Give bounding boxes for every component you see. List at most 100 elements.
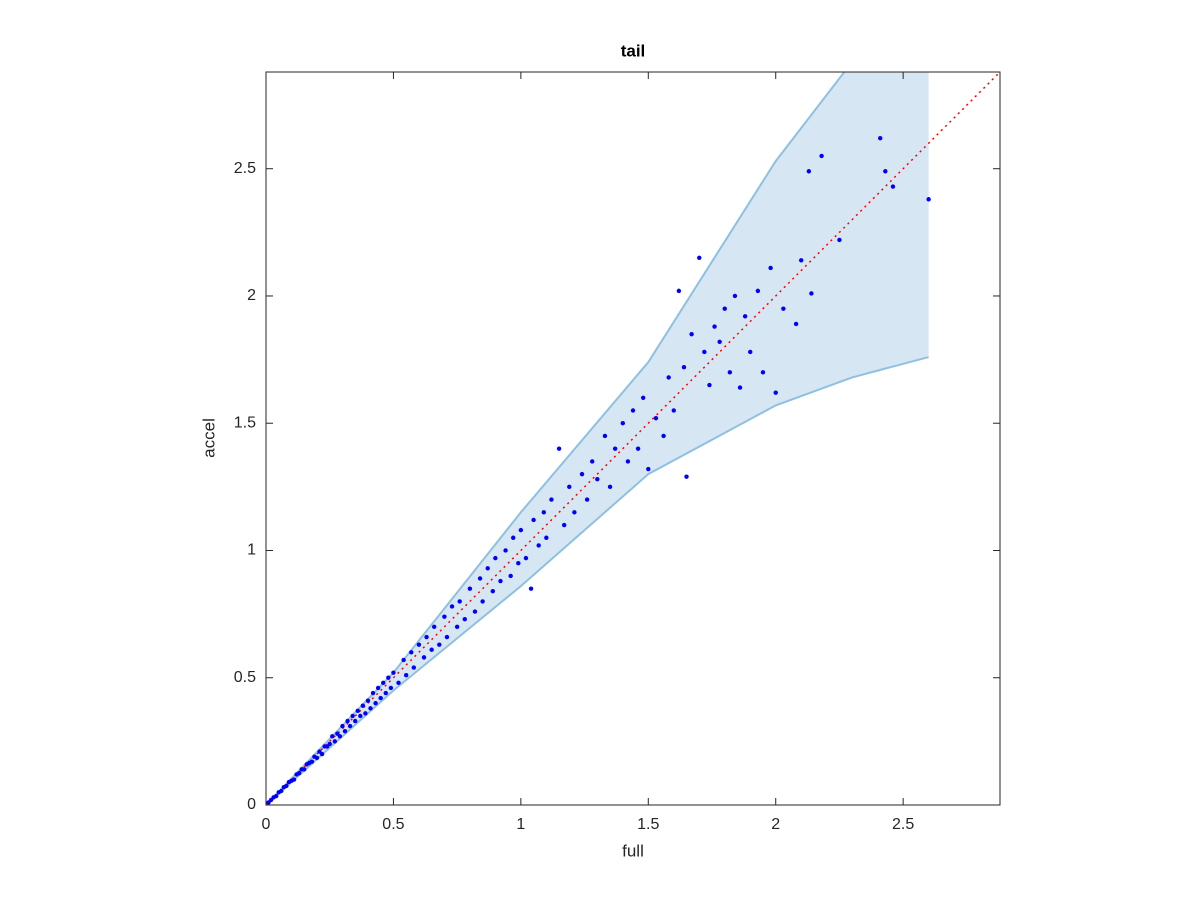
point [584, 497, 590, 502]
point [523, 555, 529, 561]
point [442, 614, 447, 619]
y-tick-label: 1.5 [234, 414, 256, 431]
point [684, 474, 689, 479]
point [653, 415, 659, 421]
point [926, 197, 931, 202]
point [388, 685, 394, 691]
reference-line [266, 72, 1000, 805]
point [793, 321, 799, 327]
point [411, 665, 417, 670]
point [363, 711, 368, 716]
point [579, 471, 585, 477]
point [273, 793, 279, 799]
point [490, 589, 496, 594]
point [646, 466, 651, 472]
point [544, 535, 549, 540]
point [572, 510, 577, 515]
point [391, 670, 396, 675]
point [396, 680, 401, 686]
point [773, 390, 778, 395]
point [531, 517, 536, 523]
band-lower [266, 356, 929, 805]
point [477, 576, 483, 581]
point [742, 314, 748, 319]
point [291, 777, 297, 782]
point [342, 728, 348, 734]
point [541, 510, 546, 515]
y-tick-label: 0.5 [234, 669, 256, 686]
y-tick-label: 2.5 [234, 160, 256, 177]
point [819, 153, 824, 159]
point [370, 690, 376, 696]
point [536, 543, 541, 548]
point [620, 421, 626, 426]
point [607, 484, 613, 490]
point [424, 634, 429, 640]
point [358, 713, 363, 719]
point [279, 788, 284, 794]
y-tick-label: 2 [247, 287, 256, 304]
point [516, 561, 521, 566]
point [375, 685, 381, 691]
point [748, 349, 753, 355]
point [712, 324, 717, 329]
point [732, 293, 738, 299]
point [332, 739, 338, 744]
point [806, 169, 812, 174]
point [768, 265, 773, 271]
point [409, 650, 414, 655]
point [330, 734, 335, 739]
x-tick-label: 0 [262, 816, 271, 833]
point [666, 375, 671, 380]
point [360, 703, 366, 708]
point [681, 365, 687, 370]
plot-area [266, 72, 1000, 805]
point [676, 288, 682, 294]
point [630, 408, 636, 413]
band-fill [266, 72, 929, 805]
point [878, 135, 883, 141]
point [467, 586, 473, 591]
point [432, 624, 437, 630]
point [640, 395, 646, 400]
point [702, 349, 707, 355]
point [462, 617, 467, 622]
point [707, 382, 712, 388]
point [337, 734, 343, 739]
point [511, 535, 516, 540]
point [722, 306, 727, 311]
point [590, 459, 595, 464]
point [472, 609, 478, 614]
point [671, 408, 676, 413]
point [781, 306, 786, 311]
axes-box [265, 71, 1001, 806]
point [661, 433, 666, 439]
y-axis-label: accel [199, 418, 218, 458]
point [612, 446, 618, 451]
point [345, 718, 350, 724]
point [355, 708, 360, 714]
point [498, 578, 503, 584]
point [528, 586, 534, 591]
point [296, 770, 302, 776]
x-tick-label: 2 [771, 816, 780, 833]
point [760, 370, 766, 375]
x-tick-label: 2.5 [892, 816, 914, 833]
point [416, 642, 422, 647]
point [449, 604, 455, 609]
point [386, 675, 391, 680]
point [429, 647, 434, 652]
point [457, 599, 462, 604]
point [347, 723, 353, 729]
point [635, 446, 641, 451]
point [809, 291, 814, 296]
x-tick-label: 1 [516, 816, 525, 833]
x-axis-label: full [622, 841, 644, 860]
point [444, 634, 450, 640]
point [755, 288, 761, 294]
point [549, 497, 554, 502]
point [381, 680, 386, 686]
point [383, 690, 388, 696]
point [378, 695, 383, 701]
